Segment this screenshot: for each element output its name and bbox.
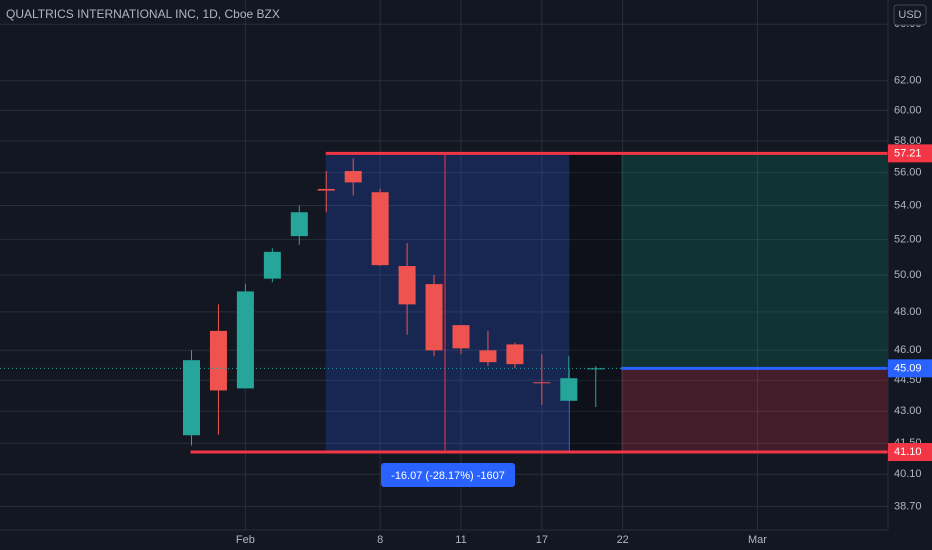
x-tick-label: 8 <box>377 534 383 546</box>
candle-body <box>236 291 254 389</box>
y-tick-label: 54.00 <box>894 199 922 211</box>
candle-body <box>371 192 389 266</box>
y-tick-label: 46.00 <box>894 344 922 356</box>
x-tick-label: 11 <box>455 534 466 546</box>
y-tick-label: 52.00 <box>894 234 922 246</box>
candle-body <box>209 330 227 391</box>
candle-body <box>587 368 605 370</box>
overlay: -16.07 (-28.17%) -1607 <box>0 151 888 488</box>
chart-title: QUALTRICS INTERNATIONAL INC, 1D, Cboe BZ… <box>6 7 280 21</box>
candle-body <box>263 251 281 279</box>
y-tick-label: 40.10 <box>894 468 922 480</box>
x-tick-label: 17 <box>536 534 548 546</box>
y-tick-label: 58.00 <box>894 135 922 147</box>
price-badge-label: 57.21 <box>894 147 922 159</box>
x-tick-label: 22 <box>617 534 629 546</box>
position-gap <box>569 153 622 453</box>
y-tick-label: 43.00 <box>894 405 922 417</box>
candle-body <box>479 350 497 363</box>
price-badge <box>888 443 932 462</box>
y-tick-label: 62.00 <box>894 75 922 87</box>
loss-zone <box>621 368 888 453</box>
currency-label: USD <box>898 9 921 21</box>
measure-label-box <box>381 463 516 488</box>
candle-body <box>290 212 308 237</box>
y-tick-label: 50.00 <box>894 269 922 281</box>
measure-box <box>325 153 570 453</box>
candle-body <box>183 360 200 436</box>
axis: 38.7040.1041.5043.0044.5046.0048.0050.00… <box>236 18 932 546</box>
measure-label: -16.07 (-28.17%) -1607 <box>391 470 505 482</box>
candles <box>183 158 605 446</box>
candle-body <box>425 284 443 351</box>
currency-badge[interactable] <box>893 4 927 26</box>
y-tick-label: 60.00 <box>894 104 922 116</box>
grid <box>0 0 888 530</box>
candle-body <box>398 266 416 305</box>
profit-zone <box>621 153 888 369</box>
candle-body <box>317 188 335 191</box>
price-badge-label: 41.10 <box>894 446 922 458</box>
x-tick-label: Mar <box>748 534 767 546</box>
y-tick-label: 48.00 <box>894 306 922 318</box>
candle-body <box>533 382 551 384</box>
candle-body <box>560 378 578 401</box>
price-badge <box>888 144 932 163</box>
candle-body <box>344 171 362 183</box>
price-badge-label: 45.09 <box>894 362 922 374</box>
x-tick-label: Feb <box>236 534 255 546</box>
y-tick-label: 56.00 <box>894 167 922 179</box>
candle-body <box>506 344 524 365</box>
candle-body <box>452 325 470 349</box>
price-badge <box>888 359 932 378</box>
y-tick-label: 38.70 <box>894 500 922 512</box>
